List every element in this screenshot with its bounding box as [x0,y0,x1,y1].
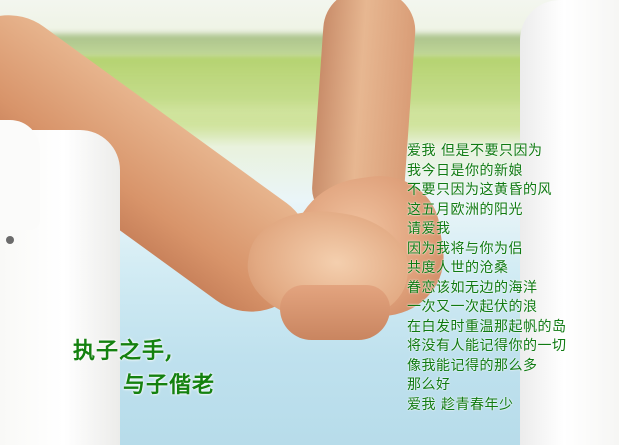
white-shirt-right [520,0,619,445]
poem-line: 眷恋该如无边的海洋 [407,279,538,296]
clasped-fingers [280,285,390,340]
distant-trees [0,34,619,56]
poem-line: 请爱我 [407,221,451,237]
poem-line: 我今日是你的新娘 [407,162,523,179]
poem-text: 爱我 但是不要只因为 我今日是你的新娘 不要只因为这黄昏的风 这五月欧洲的阳光 … [407,142,567,415]
poem-line: 在白发时重温那起帆的岛 [407,318,567,335]
poem-line: 那么好 [407,377,451,393]
poem-line: 这五月欧洲的阳光 [407,201,523,218]
poem-line: 爱我 但是不要只因为 [407,143,543,159]
poem-line: 爱我 趁青春年少 [407,396,514,413]
white-sleeve-left [0,120,40,230]
title-line-2: 与子偕老 [123,372,216,398]
title-line-1: 执子之手, [73,338,174,364]
poem-line: 将没有人能记得你的一切 [407,338,567,354]
poem-line: 一次又一次起伏的浪 [407,299,538,315]
poem-line: 因为我将与你为侣 [407,240,523,257]
poem-line: 共度人世的沧桑 [407,260,509,276]
poem-line: 像我能记得的那么多 [407,357,538,374]
poem-line: 不要只因为这黄昏的风 [407,182,552,198]
shirt-button [6,236,14,244]
